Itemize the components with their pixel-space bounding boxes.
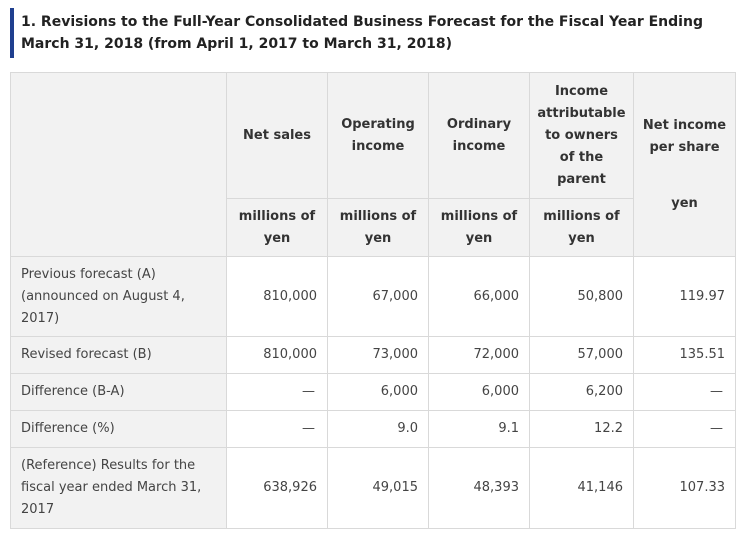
table-cell: 9.1 [428,410,530,448]
column-unit: millions of yen [529,198,634,257]
column-header: Operating income [327,72,429,199]
row-label: (Reference) Results for the fiscal year … [10,447,227,529]
table-row: (Reference) Results for the fiscal year … [10,447,736,529]
table-cell: 119.97 [633,256,736,337]
table-cell: 12.2 [529,410,634,448]
table-corner-cell [10,72,227,257]
header-row: Net sales Operating income Ordinary inco… [10,72,736,257]
table-cell: 107.33 [633,447,736,529]
table-cell: 9.0 [327,410,429,448]
column-unit: millions of yen [327,198,429,257]
table-cell: 49,015 [327,447,429,529]
table-cell: 72,000 [428,336,530,374]
table-row: Revised forecast (B) 810,000 73,000 72,0… [10,336,736,374]
table-cell: 66,000 [428,256,530,337]
table-cell: 135.51 [633,336,736,374]
forecast-table: Net sales Operating income Ordinary inco… [10,72,736,529]
table-row: Difference (%) — 9.0 9.1 12.2 — [10,410,736,448]
table-cell: — [633,410,736,448]
table-row: Previous forecast (A) (announced on Augu… [10,256,736,337]
column-header-label: Net income per share [642,117,727,155]
column-header: Net sales [226,72,328,199]
column-unit: millions of yen [428,198,530,257]
column-header: Ordinary income [428,72,530,199]
row-label: Difference (B-A) [10,373,227,411]
table-cell: 6,200 [529,373,634,411]
row-label: Previous forecast (A) (announced on Augu… [10,256,227,337]
table-row: Difference (B-A) — 6,000 6,000 6,200 — [10,373,736,411]
unit-row: millions of yen millions of yen millions… [11,198,736,257]
row-label: Revised forecast (B) [10,336,227,374]
table-cell: 6,000 [428,373,530,411]
table-cell: — [226,373,328,411]
column-unit: yen [671,195,698,211]
column-unit: millions of yen [226,198,328,257]
column-header: Net income per share yen [633,72,736,257]
table-cell: 48,393 [428,447,530,529]
table-cell: 57,000 [529,336,634,374]
table-cell: 41,146 [529,447,634,529]
table-cell: 638,926 [226,447,328,529]
table-cell: 810,000 [226,336,328,374]
table-cell: — [633,373,736,411]
table-cell: 50,800 [529,256,634,337]
section-title: 1. Revisions to the Full-Year Consolidat… [10,8,734,58]
table-cell: — [226,410,328,448]
column-header: Income attributable to owners of the par… [529,72,634,199]
table-cell: 810,000 [226,256,328,337]
table-cell: 6,000 [327,373,429,411]
row-label: Difference (%) [10,410,227,448]
table-cell: 73,000 [327,336,429,374]
table-cell: 67,000 [327,256,429,337]
